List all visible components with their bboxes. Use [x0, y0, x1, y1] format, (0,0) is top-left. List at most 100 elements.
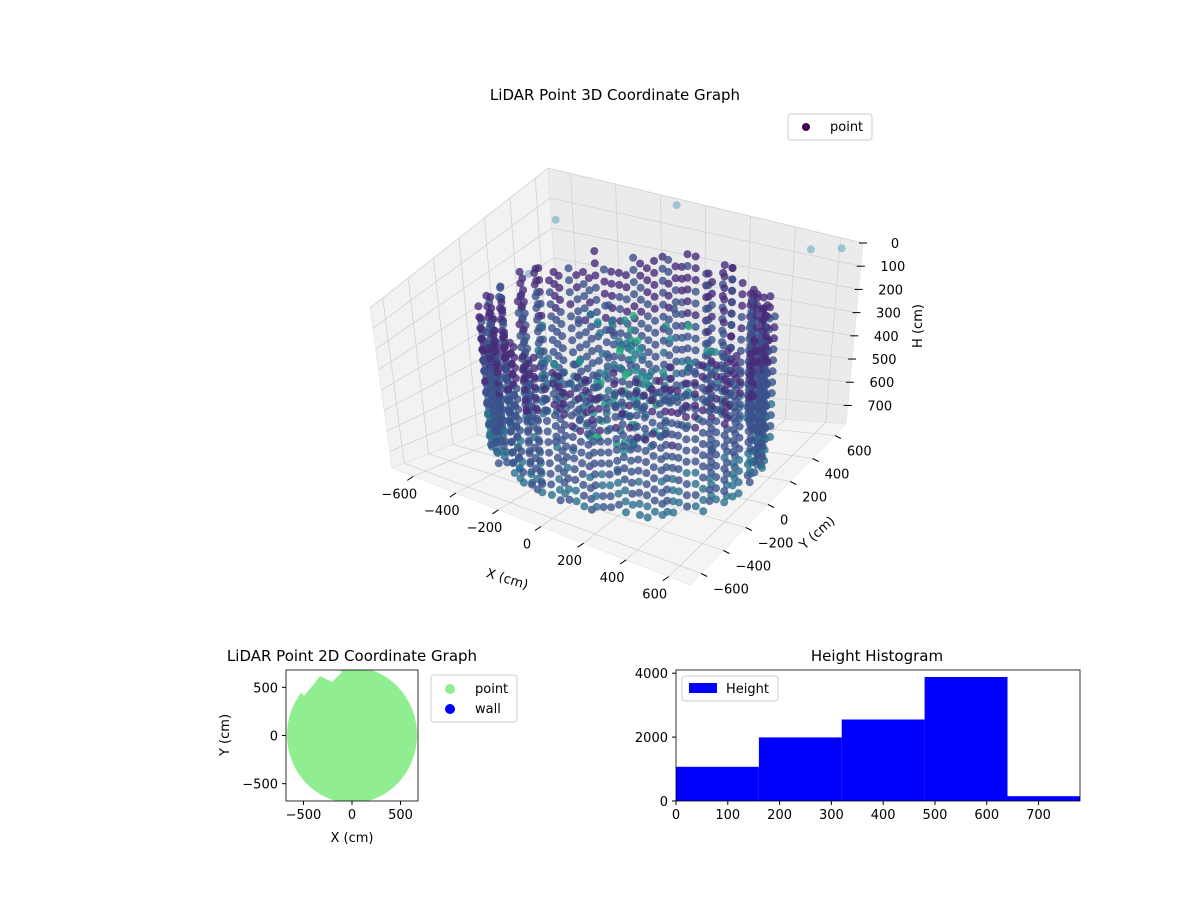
point-3d — [526, 459, 535, 468]
point-3d — [509, 448, 517, 457]
point-3d — [567, 312, 575, 321]
point-3d — [492, 428, 501, 436]
point-3d — [682, 424, 691, 433]
point-3d — [705, 474, 714, 483]
point-3d — [581, 316, 590, 325]
point-3d — [691, 334, 700, 343]
point-3d — [497, 395, 506, 404]
point-3d — [705, 396, 714, 405]
point-3d — [618, 409, 627, 418]
point-3d — [668, 452, 677, 461]
point-3d — [634, 477, 643, 486]
point-3d — [506, 416, 515, 425]
point-3d — [595, 356, 603, 365]
point-3d — [617, 353, 626, 362]
point-3d — [485, 354, 494, 363]
point-3d — [530, 280, 539, 289]
point-3d — [720, 431, 729, 440]
point-3d — [514, 308, 523, 317]
x-tick-label-hist: 600 — [974, 808, 999, 823]
point-3d — [544, 438, 553, 447]
legend-2d-marker-point — [445, 684, 455, 694]
point-3d — [648, 396, 656, 405]
point-3d — [666, 335, 675, 343]
point-3d — [630, 302, 639, 311]
point-3d — [683, 297, 692, 306]
point-3d — [644, 336, 653, 345]
point-3d — [665, 351, 674, 360]
point-3d — [619, 453, 628, 462]
point-3d — [545, 276, 554, 285]
point-3d — [720, 295, 729, 304]
point-3d — [747, 378, 756, 387]
point-3d — [682, 435, 691, 444]
point-3d — [671, 274, 680, 283]
point-3d — [615, 347, 624, 356]
point-3d — [757, 319, 766, 327]
point-3d — [566, 300, 575, 309]
point-3d — [629, 265, 638, 274]
point-3d — [513, 297, 522, 306]
point-3d — [527, 470, 536, 479]
point-3d — [720, 420, 729, 429]
point-3d — [607, 503, 616, 512]
point-3d — [708, 289, 716, 298]
point-3d — [656, 432, 665, 441]
point-3d — [613, 467, 622, 476]
x-tick-label-hist: 300 — [819, 808, 844, 823]
point-3d — [658, 511, 667, 519]
point-3d — [770, 312, 779, 321]
point-3d — [592, 492, 601, 500]
point-3d — [666, 363, 675, 372]
point-3d — [518, 457, 527, 466]
point-3d — [735, 455, 744, 464]
point-3d — [520, 478, 528, 487]
point-3d — [642, 374, 651, 382]
point-3d — [691, 502, 700, 511]
point-3d — [691, 423, 700, 432]
point-3d — [574, 307, 583, 316]
point-3d — [524, 359, 533, 368]
point-3d — [667, 419, 676, 428]
point-3d — [657, 477, 666, 486]
point-3d — [705, 497, 714, 505]
point-3d — [577, 367, 586, 376]
point-3d — [656, 421, 665, 430]
point-3d — [582, 340, 591, 349]
point-3d — [611, 413, 620, 421]
point-3d — [565, 495, 574, 504]
point-3d — [643, 513, 652, 522]
point-3d — [588, 416, 597, 425]
point-3d — [619, 431, 628, 440]
point-3d — [720, 408, 729, 417]
point-3d — [514, 405, 523, 414]
point-3d — [595, 415, 604, 424]
point-3d — [604, 437, 613, 446]
point-3d — [541, 395, 550, 404]
point-3d — [622, 508, 630, 517]
point-3d — [631, 366, 640, 375]
point-3d — [565, 276, 574, 285]
x-tick-label-3d: 600 — [642, 588, 667, 603]
point-3d — [667, 408, 676, 417]
point-3d — [721, 375, 729, 384]
point-3d — [616, 305, 624, 314]
z-tick-label-3d: 400 — [874, 330, 899, 345]
point-3d — [602, 393, 611, 402]
point-3d — [691, 287, 700, 296]
point-3d — [589, 448, 598, 457]
point-3d — [516, 436, 525, 445]
grid-side-y — [433, 257, 454, 445]
point-3d — [613, 456, 622, 465]
point-3d — [618, 377, 627, 386]
point-3d — [559, 399, 568, 408]
point-3d — [699, 451, 707, 460]
point-3d — [643, 288, 652, 297]
point-3d — [671, 262, 680, 271]
point-3d — [537, 477, 546, 486]
point-3d — [705, 418, 714, 427]
point-3d — [631, 389, 640, 398]
z-tick-label-3d: 600 — [870, 376, 895, 391]
point-3d — [562, 442, 571, 451]
point-3d — [524, 438, 533, 447]
